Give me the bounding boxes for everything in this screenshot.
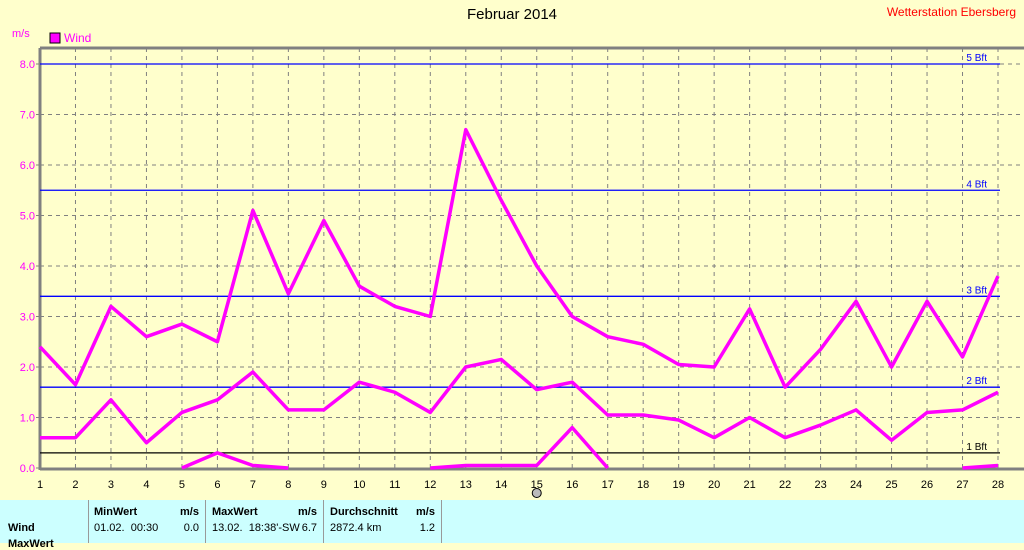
stats-panel: Wind MaxWert MinWert m/s 01.02. 00:30 0.…	[0, 500, 1024, 550]
max-unit: m/s	[298, 506, 317, 518]
x-tick-label: 4	[143, 479, 149, 491]
x-tick-label: 9	[321, 479, 327, 491]
y-tick-label: 0.0	[20, 463, 35, 475]
y-tick-label: 5.0	[20, 211, 35, 223]
min-cell: MinWert m/s 01.02. 00:30 0.0	[88, 500, 206, 543]
avg-header: Durchschnitt	[330, 506, 398, 518]
x-tick-label: 5	[179, 479, 185, 491]
bft-label: 5 Bft	[966, 53, 987, 64]
avg-cell: Durchschnitt m/s 2872.4 km 1.2	[324, 500, 442, 543]
x-tick-label: 28	[992, 479, 1004, 491]
x-tick-label: 20	[708, 479, 720, 491]
x-tick-label: 25	[885, 479, 897, 491]
y-tick-label: 1.0	[20, 413, 35, 425]
y-tick-label: 3.0	[20, 312, 35, 324]
x-tick-label: 18	[637, 479, 649, 491]
max-header: MaxWert	[212, 506, 258, 518]
min-unit: m/s	[180, 506, 199, 518]
series-line-wind-min	[181, 451, 289, 470]
row-label: Wind	[8, 522, 35, 534]
x-tick-label: 11	[389, 479, 400, 491]
x-tick-label: 1	[37, 479, 43, 491]
y-tick-label: 4.0	[20, 261, 35, 273]
x-tick-label: 3	[108, 479, 114, 491]
y-tick-label: 7.0	[20, 110, 35, 122]
series-line-wind-min	[962, 463, 999, 470]
y-tick-label: 6.0	[20, 160, 35, 172]
station-name: Wetterstation Ebersberg	[886, 5, 1016, 19]
x-tick-label: 13	[460, 479, 472, 491]
avg-unit: m/s	[416, 506, 435, 518]
x-tick-label: 24	[850, 479, 862, 491]
x-tick-label: 23	[814, 479, 826, 491]
min-header: MinWert	[94, 506, 138, 518]
x-tick-label: 15	[531, 479, 543, 491]
series-line-wind-avg	[40, 357, 999, 445]
legend-swatch	[49, 32, 61, 44]
x-tick-label: 16	[566, 479, 578, 491]
x-tick-label: 21	[744, 479, 756, 491]
bft-label: 1 Bft	[966, 442, 987, 453]
min-date: 01.02. 00:30	[94, 522, 159, 534]
series-line-wind-min	[430, 425, 610, 470]
x-tick-label: 8	[285, 479, 291, 491]
x-tick-label: 26	[921, 479, 933, 491]
avg-distance: 2872.4 km	[330, 522, 382, 534]
legend-label: Wind	[64, 31, 91, 45]
x-tick-label: 7	[250, 479, 256, 491]
y-tick-label: 8.0	[20, 59, 35, 71]
bft-label: 2 Bft	[966, 376, 987, 387]
max-cell: MaxWert m/s 13.02. 18:38'-SW 6.7	[206, 500, 324, 543]
row-label-cell: Wind MaxWert	[0, 500, 89, 550]
x-tick-label: 14	[495, 479, 507, 491]
x-tick-label: 22	[779, 479, 791, 491]
x-tick-label: 10	[353, 479, 365, 491]
chart-title: Februar 2014	[466, 6, 558, 23]
wind-chart: 0.01.02.03.04.05.06.07.08.01 2 3 4 5 6 7 8 9 10 11…	[12, 28, 1024, 498]
x-tick-label: 17	[602, 479, 614, 491]
x-tick-label: 27	[956, 479, 968, 491]
y-tick-label: 2.0	[20, 362, 35, 374]
y-axis-unit: m/s	[12, 28, 30, 40]
row-label-2: MaxWert	[8, 538, 54, 550]
max-value: 6.7	[301, 522, 317, 534]
cursor-handle-icon[interactable]	[531, 488, 542, 498]
series-line-wind-max	[38, 127, 1000, 389]
x-tick-label: 2	[72, 479, 78, 491]
bft-label: 3 Bft	[966, 285, 987, 296]
bft-label: 4 Bft	[966, 179, 987, 190]
x-tick-label: 12	[424, 479, 436, 491]
x-tick-label: 19	[673, 479, 685, 491]
max-date: 13.02. 18:38'-SW	[212, 522, 300, 534]
avg-value: 1.2	[419, 522, 435, 534]
x-tick-label: 6	[214, 479, 220, 491]
min-value: 0.0	[183, 522, 199, 534]
